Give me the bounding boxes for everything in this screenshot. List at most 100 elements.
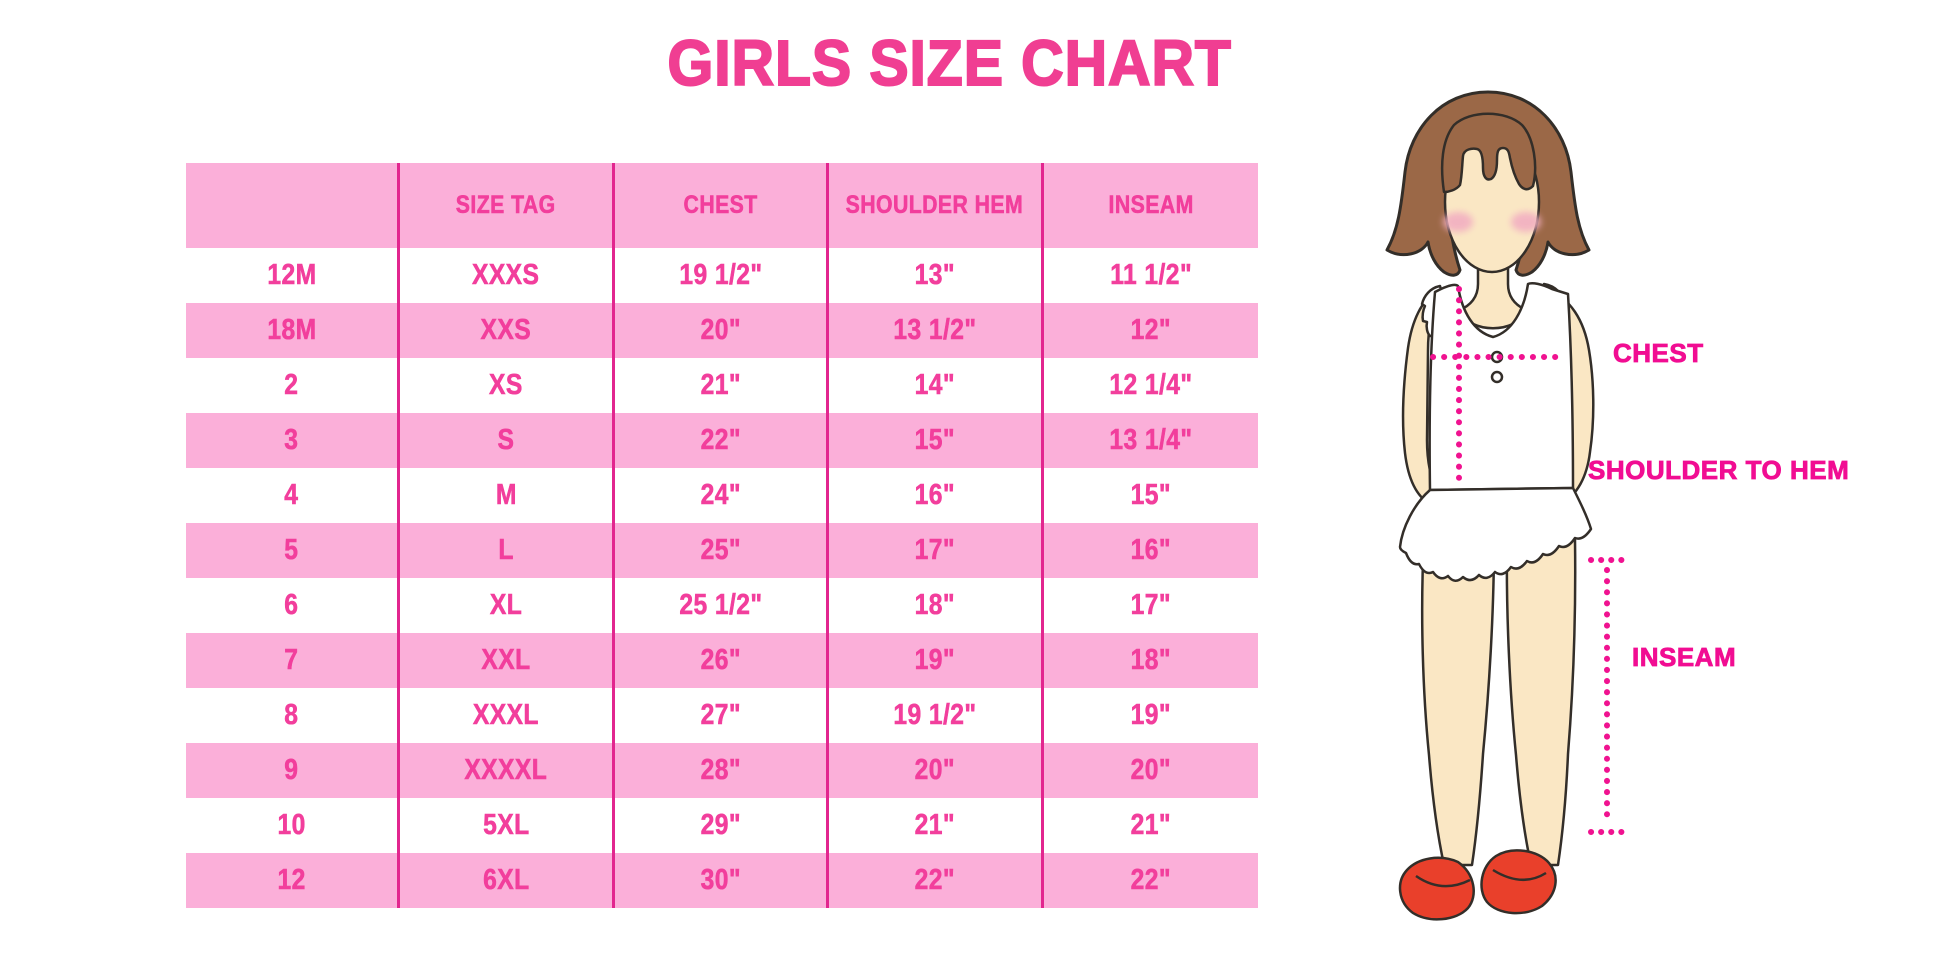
table-cell: M <box>400 468 615 523</box>
table-cell: 16" <box>829 468 1044 523</box>
table-cell: 10 <box>186 798 401 853</box>
table-cell-text: 13 1/2" <box>893 314 977 347</box>
table-cell-text: 22" <box>700 424 741 457</box>
table-cell: 18" <box>829 578 1044 633</box>
table-cell-text: 21" <box>1130 809 1171 842</box>
table-cell-text: 3 <box>284 424 299 457</box>
table-cell-text: 14" <box>914 369 956 402</box>
table-cell-text: 25 1/2" <box>678 589 763 622</box>
table-cell-text: 18" <box>914 589 956 622</box>
header-cell-text: SHOULDER HEM <box>846 191 1024 220</box>
table-cell-text: 15" <box>914 424 956 457</box>
table-cell-text: 24" <box>700 479 741 512</box>
header-cell: SHOULDER HEM <box>829 163 1044 248</box>
table-cell-text: 29" <box>700 809 741 842</box>
table-cell: 19" <box>829 633 1044 688</box>
table-row: 5 L 25" 17" 16" <box>186 523 1258 578</box>
table-cell-text: 20" <box>700 314 741 347</box>
table-cell: 27" <box>615 688 830 743</box>
table-cell-text: 15" <box>1130 479 1171 512</box>
table-cell-text: XXL <box>481 644 531 677</box>
table-cell: 20" <box>829 743 1044 798</box>
table-cell: 11 1/2" <box>1044 248 1258 303</box>
chest-label: CHEST <box>1613 338 1704 368</box>
table-cell: 13 1/2" <box>829 303 1044 358</box>
header-cell <box>186 163 401 248</box>
table-cell-text: 26" <box>700 644 741 677</box>
table-cell: XXL <box>400 633 615 688</box>
table-cell: 22" <box>615 413 830 468</box>
table-cell-text: XXS <box>480 314 532 347</box>
table-cell: 19" <box>1044 688 1258 743</box>
table-cell-text: S <box>497 424 515 457</box>
table-row: 10 5XL 29" 21" 21" <box>186 798 1258 853</box>
table-cell-text: 16" <box>1130 534 1171 567</box>
shoulder-to-hem-label: SHOULDER TO HEM <box>1588 455 1850 485</box>
table-cell: 2 <box>186 358 401 413</box>
size-table: SIZE TAG CHEST SHOULDER HEM INSEAM 12 M XXXS 19… <box>186 163 1258 908</box>
table-cell-text: 30" <box>700 864 741 897</box>
table-cell-text: 20" <box>1130 754 1171 787</box>
table-cell-text: 17" <box>914 534 956 567</box>
table-row: 8 XXXL 27" 19 1/2" 19" <box>186 688 1258 743</box>
header-cell: CHEST <box>615 163 830 248</box>
table-cell: 18M <box>186 303 401 358</box>
table-cell: 12" <box>1044 303 1258 358</box>
table-cell: 5XL <box>400 798 615 853</box>
dress-skirt <box>1398 486 1593 582</box>
header-cell: INSEAM <box>1044 163 1258 248</box>
table-cell: 16" <box>1044 523 1258 578</box>
table-cell: 30" <box>615 853 830 908</box>
table-row: 18M XXS 20" 13 1/2" 12" <box>186 303 1258 358</box>
table-row: 9 XXXXL 28" 20" 20" <box>186 743 1258 798</box>
table-cell-text: L <box>498 534 514 567</box>
table-cell: S <box>400 413 615 468</box>
table-cell-text: 12 1/4" <box>1109 369 1193 402</box>
table-header-row: SIZE TAG CHEST SHOULDER HEM INSEAM <box>186 163 1258 248</box>
header-cell: SIZE TAG <box>400 163 615 248</box>
table-cell: 24" <box>615 468 830 523</box>
left-leg <box>1420 536 1496 867</box>
table-cell-text: 11 1/2" <box>1109 259 1192 292</box>
table-row: 4 M 24" 16" 15" <box>186 468 1258 523</box>
table-cell-text: 12 <box>277 864 306 897</box>
table-cell-text: 18" <box>1130 644 1171 677</box>
table-cell: 14" <box>829 358 1044 413</box>
table-cell-text: 5 <box>284 534 299 567</box>
table-cell-text: 19 1/2" <box>678 259 763 292</box>
table-cell: 9 <box>186 743 401 798</box>
right-cheek <box>1511 212 1541 232</box>
table-cell: 20" <box>615 303 830 358</box>
table-cell: XXS <box>400 303 615 358</box>
left-shoe <box>1398 856 1475 921</box>
table-cell: 19 1/2" <box>829 688 1044 743</box>
table-cell: 6 <box>186 578 401 633</box>
table-cell: 22" <box>829 853 1044 908</box>
button-bottom <box>1490 370 1504 384</box>
table-row: 12M XXXS 19 1/2" 13" 11 1/2" <box>186 248 1258 303</box>
table-cell: 18" <box>1044 633 1258 688</box>
header-cell-text: SIZE TAG <box>456 191 556 220</box>
page-title: GIRLS SIZE CHART <box>430 28 1470 97</box>
table-cell-text: 13" <box>914 259 956 292</box>
table-cell-text: 25" <box>700 534 741 567</box>
table-cell-text: 6XL <box>482 864 530 897</box>
table-cell-text: 12" <box>1130 314 1171 347</box>
table-cell: 17" <box>829 523 1044 578</box>
table-cell: 26" <box>615 633 830 688</box>
table-cell: 21" <box>615 358 830 413</box>
neck <box>1456 256 1530 330</box>
right-shoe <box>1480 849 1557 915</box>
table-cell: 7 <box>186 633 401 688</box>
table-row: 6 XL 25 1/2" 18" 17" <box>186 578 1258 633</box>
table-cell: 19 1/2" <box>615 248 830 303</box>
table-cell: XXXS <box>400 248 615 303</box>
table-row: 12 6XL 30" 22" 22" <box>186 853 1258 908</box>
table-cell-text: 27" <box>700 699 741 732</box>
table-cell: 28" <box>615 743 830 798</box>
table-cell: 12 <box>186 853 401 908</box>
table-cell-text: 2 <box>284 369 299 402</box>
table-cell-text: 5XL <box>482 809 530 842</box>
table-cell: L <box>400 523 615 578</box>
